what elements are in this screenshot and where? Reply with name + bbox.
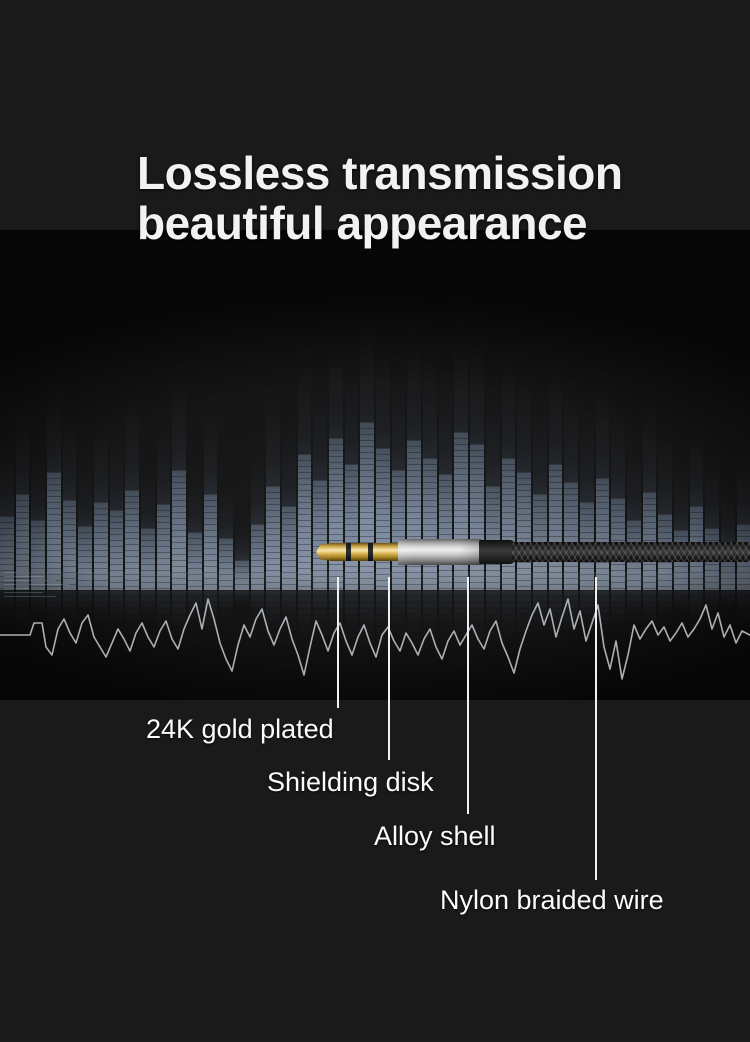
headline: Lossless transmission beautiful appearan… [137,148,697,248]
audio-waveform [0,585,750,685]
equalizer-bar [297,250,312,590]
equalizer-bar [125,250,140,590]
equalizer-bar-lit [15,494,30,590]
equalizer-bar-lit [47,472,61,590]
audio-connector [316,534,750,570]
equalizer-bar-lit [250,524,265,590]
gold-plated-tip-icon [316,543,332,561]
equalizer-bar-lit [203,494,218,590]
callout-leader-line [337,577,339,708]
equalizer-bar-lit [109,510,124,590]
equalizer-bar [219,250,234,590]
gold-segment-3 [373,543,398,561]
equalizer-bar [94,250,108,590]
equalizer-bar [156,250,171,590]
equalizer-bar [15,250,30,590]
equalizer-bar-lit [188,532,202,590]
equalizer-bar [31,250,46,590]
equalizer-bar [282,250,296,590]
insulator-ring-1 [346,543,351,561]
equalizer-bar-lit [141,528,155,590]
equalizer-bar-lit [391,470,406,590]
equalizer-bar [235,250,249,590]
equalizer-bar-lit [423,458,437,590]
equalizer-bar-lit [438,474,453,590]
callout-label: Alloy shell [374,821,496,851]
callout-leader-line [467,577,469,814]
equalizer-bar-lit [344,464,359,590]
callout-label: Shielding disk [267,767,434,797]
strain-relief-boot [479,540,515,564]
alloy-shell-body [398,539,482,565]
equalizer-bar-lit [78,526,93,590]
gold-segment-1 [330,543,346,561]
headline-line-2: beautiful appearance [137,197,588,249]
equalizer-bar-lit [501,458,516,590]
equalizer-bar [109,250,124,590]
equalizer-bar [62,250,77,590]
equalizer-bar-lit [31,520,46,590]
equalizer-bar [141,250,155,590]
equalizer-bar-lit [266,486,281,590]
equalizer-bar-lit [548,464,563,590]
gold-segment-2 [351,543,368,561]
equalizer-bar-lit [125,490,140,590]
equalizer-bar [188,250,202,590]
waveform-svg [0,598,750,680]
equalizer-bar-lit [94,502,108,590]
nylon-braided-cable [512,542,750,562]
equalizer-bar-lit [0,516,14,590]
insulator-ring-2 [368,543,373,561]
equalizer-bar-lit [62,500,77,590]
equalizer-bar [78,250,93,590]
headline-line-1: Lossless transmission [137,147,623,199]
callout-leader-line [388,577,390,760]
equalizer-bar [203,250,218,590]
callout-label: Nylon braided wire [440,885,664,915]
equalizer-bar [0,250,14,590]
equalizer-bar-lit [282,506,296,590]
callout-label: 24K gold plated [146,714,334,744]
equalizer-bar [250,250,265,590]
equalizer-bar [172,250,187,590]
equalizer-bar-lit [517,472,531,590]
equalizer-bar [266,250,281,590]
equalizer-bar-lit [219,538,234,590]
equalizer-bar-lit [172,470,187,590]
equalizer-bar-lit [297,454,312,590]
waveform-path [0,598,750,680]
callout-leader-line [595,577,597,880]
equalizer-bar-lit [156,504,171,590]
equalizer-bar [47,250,61,590]
